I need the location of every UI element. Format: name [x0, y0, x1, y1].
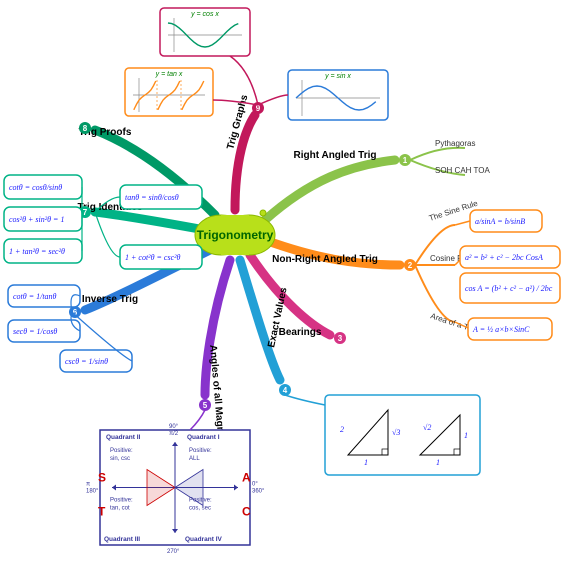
svg-text:cos A = (b² + c² − a²) / 2bc: cos A = (b² + c² − a²) / 2bc	[465, 284, 553, 293]
svg-text:1: 1	[403, 156, 408, 165]
svg-text:cos²θ + sin²θ = 1: cos²θ + sin²θ = 1	[9, 215, 64, 224]
svg-text:C: C	[242, 505, 251, 519]
svg-text:1: 1	[436, 458, 440, 467]
branch-label-2: Non-Right Angled Trig	[272, 254, 378, 265]
svg-text:cscθ = 1/sinθ: cscθ = 1/sinθ	[65, 357, 108, 366]
branch-7	[95, 212, 205, 230]
exact-values-box	[325, 395, 480, 475]
svg-text:4: 4	[283, 386, 288, 395]
svg-text:√2: √2	[423, 423, 431, 432]
svg-text:A: A	[242, 471, 251, 485]
svg-text:a² = b² + c² − 2bc CosA: a² = b² + c² − 2bc CosA	[465, 253, 543, 262]
svg-text:1: 1	[364, 458, 368, 467]
svg-text:T: T	[98, 505, 106, 519]
svg-text:tanθ = sinθ/cosθ: tanθ = sinθ/cosθ	[125, 193, 179, 202]
branch-label-1: Right Angled Trig	[294, 150, 377, 161]
svg-text:3: 3	[338, 334, 343, 343]
mindmap-canvas: Right Angled Trig 1 Non-Right Angled Trig 2…	[0, 0, 570, 563]
svg-text:y = sin x: y = sin x	[324, 73, 351, 80]
center-label: Trigonometry	[197, 228, 274, 242]
svg-text:S: S	[98, 471, 106, 485]
svg-text:a/sinA = b/sinB: a/sinA = b/sinB	[475, 217, 525, 226]
svg-text:0°360°: 0°360°	[252, 482, 265, 495]
svg-text:1 + cot²θ = csc²θ: 1 + cot²θ = csc²θ	[125, 253, 181, 262]
svg-text:1: 1	[464, 431, 468, 440]
svg-text:90°π/2: 90°π/2	[169, 424, 179, 437]
svg-text:7: 7	[83, 208, 88, 217]
svg-text:cotθ = cosθ/sinθ: cotθ = cosθ/sinθ	[9, 183, 62, 192]
branch-label-4: Exact Values	[266, 286, 290, 349]
svg-text:cotθ = 1/tanθ: cotθ = 1/tanθ	[13, 292, 57, 301]
branch-label-3: Bearings	[279, 327, 322, 338]
svg-text:Quadrant I: Quadrant I	[187, 434, 220, 441]
svg-text:y = tan x: y = tan x	[155, 71, 183, 78]
svg-text:Quadrant III: Quadrant III	[104, 536, 140, 543]
svg-text:A = ½ a×b×SinC: A = ½ a×b×SinC	[472, 325, 530, 334]
svg-text:y = cos x: y = cos x	[190, 11, 219, 18]
branch-1	[265, 160, 395, 220]
svg-text:Quadrant IV: Quadrant IV	[185, 536, 223, 543]
b1-sub-0: Pythagoras	[435, 139, 475, 148]
b1-sub-1: SOH CAH TOA	[435, 166, 490, 175]
svg-text:Quadrant II: Quadrant II	[106, 434, 141, 441]
svg-text:√3: √3	[392, 428, 400, 437]
svg-text:2: 2	[408, 261, 413, 270]
svg-text:1 + tan²θ = sec²θ: 1 + tan²θ = sec²θ	[9, 247, 65, 256]
svg-text:2: 2	[340, 425, 344, 434]
branch-label-6: Inverse Trig	[82, 294, 138, 305]
svg-text:8: 8	[83, 124, 88, 133]
svg-text:secθ = 1/cosθ: secθ = 1/cosθ	[13, 327, 57, 336]
svg-text:5: 5	[203, 401, 208, 410]
svg-text:270°: 270°	[167, 549, 180, 555]
